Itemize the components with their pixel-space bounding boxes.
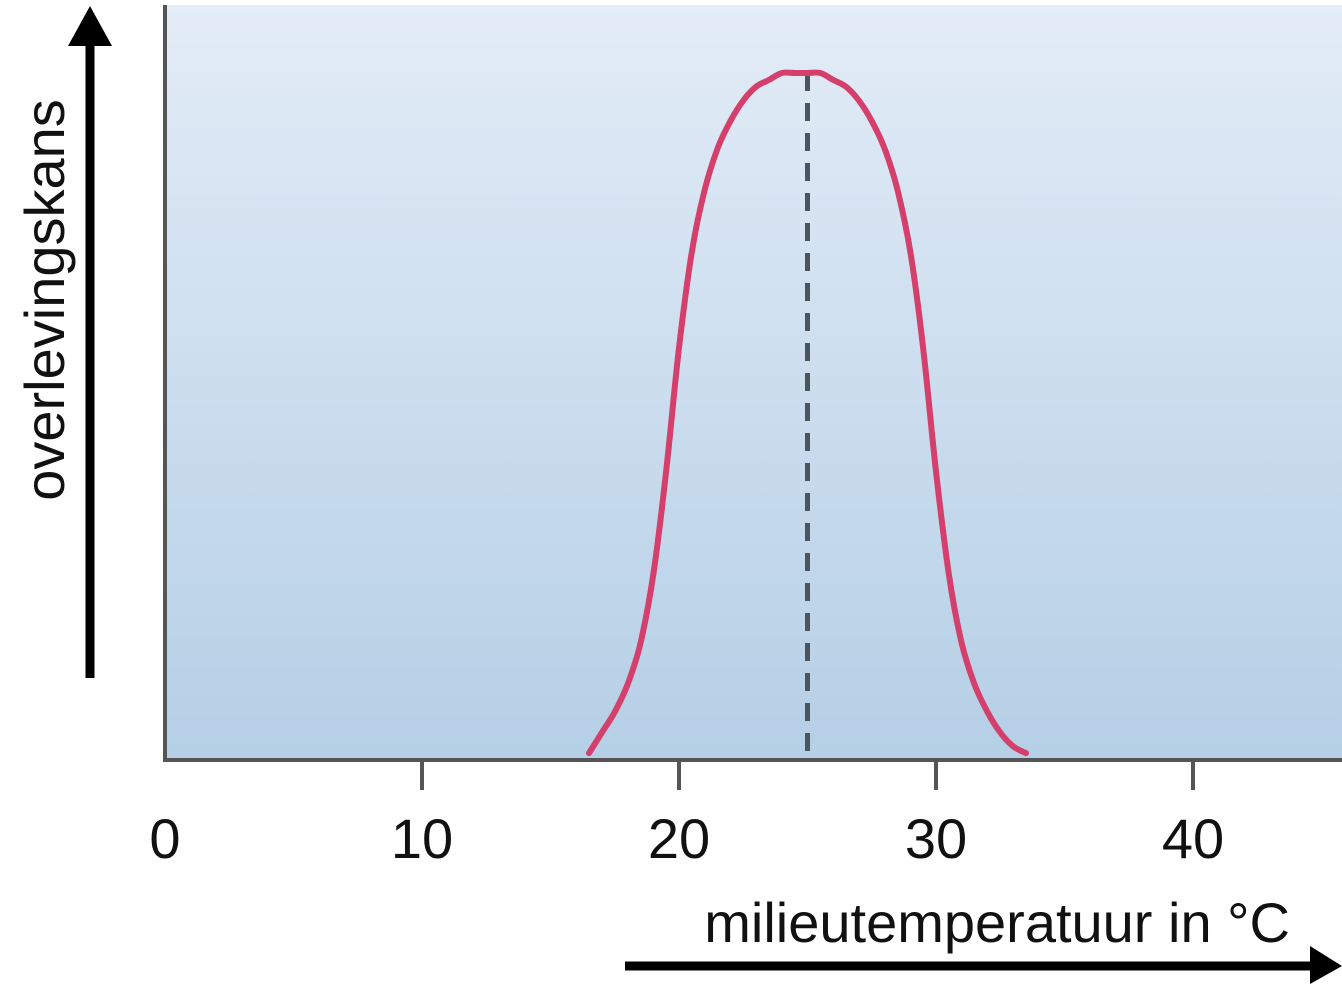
y-axis-label: overlevingskans	[13, 99, 76, 501]
plot-background	[165, 5, 1342, 760]
axes	[163, 5, 1342, 762]
x-tick-label: 10	[391, 807, 453, 870]
x-tick-label: 30	[905, 807, 967, 870]
x-tick-label: 0	[149, 807, 180, 870]
marks	[586, 69, 1029, 760]
x-axis-label: milieutemperatuur in °C	[704, 891, 1290, 954]
survival-curve	[586, 69, 1029, 757]
x-tick-label: 40	[1162, 807, 1224, 870]
y-axis-arrow-head	[68, 6, 112, 46]
x-tick-label: 20	[648, 807, 710, 870]
axis-arrows	[68, 6, 1342, 984]
x-axis-arrow-head	[1310, 946, 1342, 984]
x-ticks: 0 10 20 30 40	[149, 758, 1224, 870]
